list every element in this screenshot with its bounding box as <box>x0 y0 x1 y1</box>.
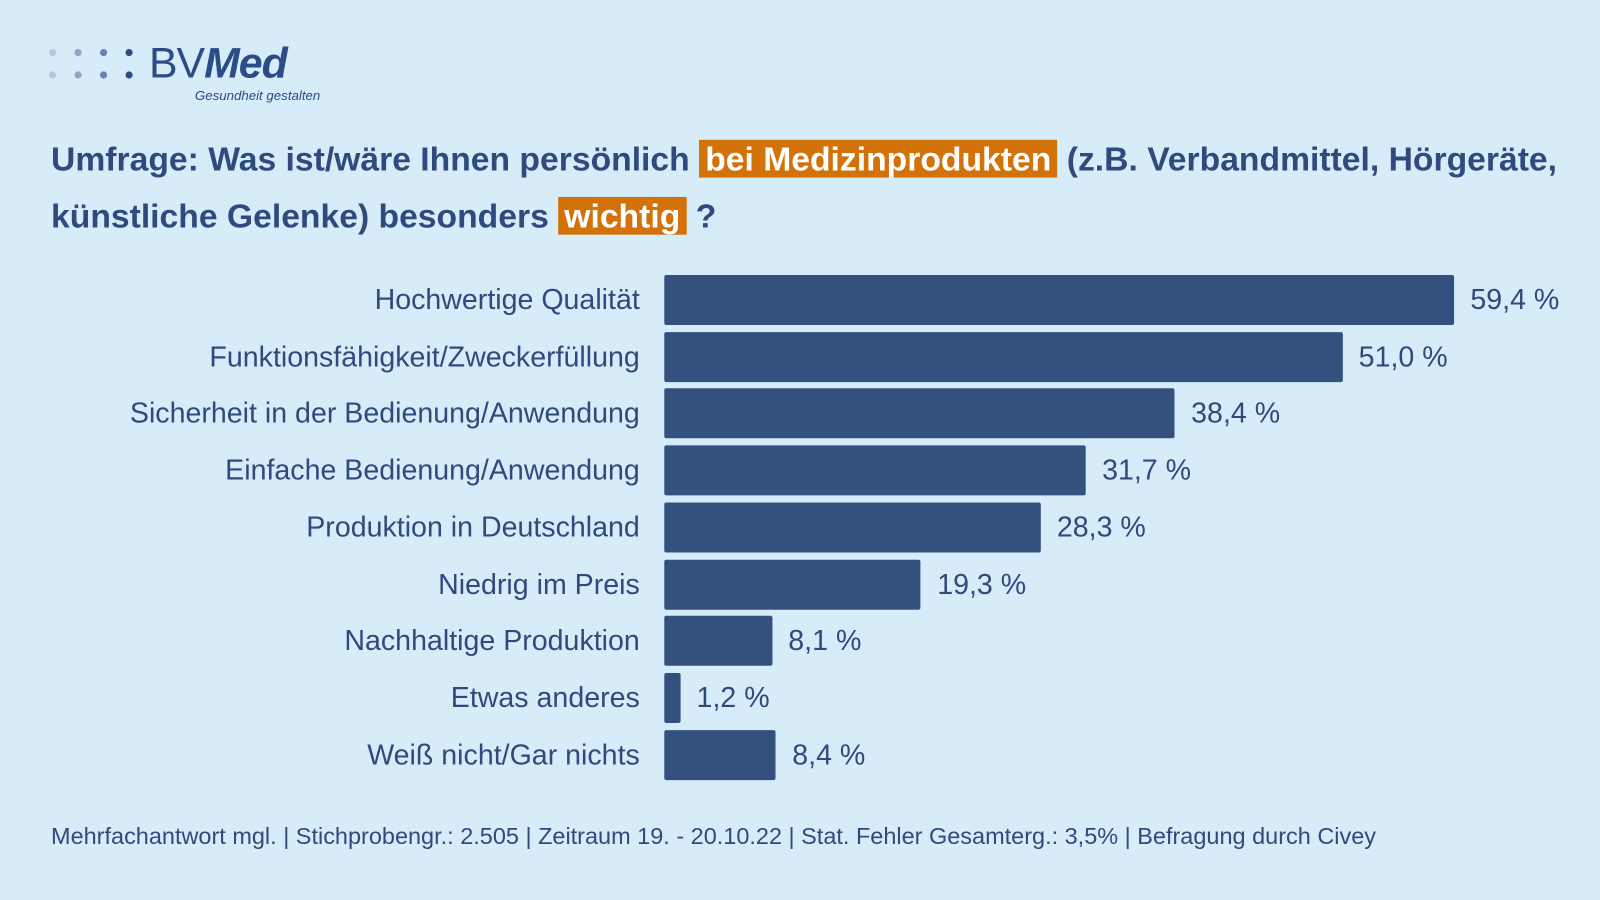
category-label: Hochwertige Qualität <box>374 283 640 316</box>
category-label: Niedrig im Preis <box>438 567 640 600</box>
data-label: 31,7 % <box>1102 454 1192 486</box>
data-label: 59,4 % <box>1470 283 1560 316</box>
data-label: 19,3 % <box>937 567 1027 600</box>
logo-wordmark: BVMed <box>148 38 288 87</box>
category-label: Weiß nicht/Gar nichts <box>367 738 640 770</box>
title-highlight: wichtig <box>558 196 687 235</box>
bar <box>664 331 1343 382</box>
category-label: Einfache Bedienung/Anwendung <box>225 454 640 486</box>
category-label: Etwas anderes <box>450 681 640 714</box>
title-highlight: bei Medizinprodukten <box>699 139 1058 178</box>
data-label: 51,0 % <box>1358 340 1448 373</box>
bar <box>664 616 772 667</box>
category-label: Funktionsfähigkeit/Zweckerfüllung <box>209 340 640 373</box>
chart-title: Umfrage: Was ist/wäre Ihnen persönlich b… <box>51 139 1558 235</box>
data-label: 28,3 % <box>1056 511 1146 543</box>
bar <box>664 445 1086 496</box>
bar <box>664 502 1041 553</box>
bar <box>664 559 921 610</box>
bar <box>664 388 1175 439</box>
data-label: 8,4 % <box>792 738 866 770</box>
logo-dots-icon <box>48 48 141 86</box>
footnote: Mehrfachantwort mgl. | Stichprobengr.: 2… <box>51 822 1377 849</box>
bar <box>664 672 681 723</box>
category-label: Nachhaltige Produktion <box>344 624 640 657</box>
bar <box>664 729 776 780</box>
category-label: Sicherheit in der Bedienung/Anwendung <box>129 397 640 429</box>
bar <box>664 274 1455 325</box>
category-label: Produktion in Deutschland <box>306 511 640 543</box>
logo-tagline: Gesundheit gestalten <box>194 87 321 104</box>
data-label: 38,4 % <box>1191 397 1281 429</box>
data-label: 1,2 % <box>696 681 770 714</box>
data-label: 8,1 % <box>788 624 862 657</box>
